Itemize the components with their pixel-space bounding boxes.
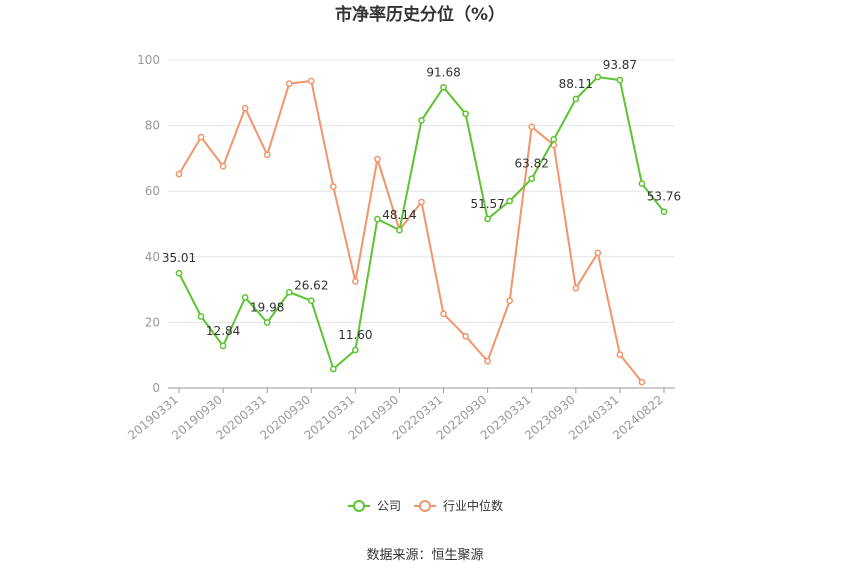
data-point bbox=[462, 332, 469, 340]
data-point bbox=[572, 95, 580, 103]
data-point bbox=[285, 288, 293, 296]
data-labels: 35.01 12.84 19.98 26.62 11.60 48.14 91.68 51.57… bbox=[162, 58, 681, 342]
data-point bbox=[616, 351, 624, 358]
data-point bbox=[263, 151, 271, 159]
data-point bbox=[440, 310, 447, 318]
legend-marker-industry-median bbox=[419, 500, 431, 512]
legend-item-company[interactable]: 公司 bbox=[348, 499, 401, 513]
data-point bbox=[418, 117, 425, 124]
legend: 公司 行业中位数 bbox=[348, 498, 503, 513]
data-point bbox=[374, 215, 381, 223]
series-company bbox=[175, 73, 668, 373]
data-point bbox=[528, 175, 536, 183]
data-point bbox=[307, 77, 315, 85]
data-point bbox=[175, 269, 183, 277]
data-point bbox=[484, 357, 491, 365]
data-point bbox=[219, 162, 227, 170]
data-point bbox=[506, 197, 514, 205]
data-point bbox=[352, 346, 359, 354]
data-point bbox=[418, 198, 425, 206]
data-point bbox=[352, 278, 359, 285]
data-label: 53.76 bbox=[647, 190, 681, 204]
data-point bbox=[506, 297, 514, 305]
legend-label-industry-median: 行业中位数 bbox=[443, 498, 503, 513]
data-point bbox=[197, 313, 205, 320]
y-tick-label: 60 bbox=[145, 184, 160, 198]
data-point bbox=[660, 208, 668, 216]
data-point bbox=[285, 80, 293, 87]
data-point bbox=[197, 133, 205, 141]
y-tick-label: 0 bbox=[152, 381, 160, 395]
source-note: 数据来源：恒生聚源 bbox=[366, 548, 483, 563]
data-point bbox=[440, 83, 447, 91]
y-tick-label: 100 bbox=[137, 53, 160, 67]
data-label: 91.68 bbox=[426, 65, 460, 79]
y-tick-label: 80 bbox=[145, 119, 160, 133]
data-label: 51.57 bbox=[470, 197, 504, 211]
data-label: 93.87 bbox=[603, 58, 637, 72]
data-label: 35.01 bbox=[162, 251, 196, 265]
series-layer bbox=[175, 73, 668, 386]
data-label: 63.82 bbox=[515, 157, 549, 171]
data-point bbox=[484, 215, 491, 223]
legend-marker-company bbox=[353, 500, 365, 512]
data-point bbox=[528, 123, 536, 131]
x-axis: 2019033120190930202003312020093020210331… bbox=[125, 387, 675, 443]
series-line bbox=[178, 80, 643, 383]
data-point bbox=[550, 136, 558, 143]
data-point bbox=[616, 76, 624, 84]
data-point bbox=[594, 73, 602, 81]
data-point bbox=[594, 249, 602, 257]
data-label: 11.60 bbox=[338, 328, 372, 342]
data-point bbox=[219, 342, 227, 350]
data-point bbox=[241, 294, 249, 301]
data-point bbox=[572, 284, 580, 292]
series-industry-median bbox=[175, 77, 646, 386]
data-point bbox=[374, 155, 381, 163]
legend-item-industry-median[interactable]: 行业中位数 bbox=[414, 498, 503, 513]
data-point bbox=[307, 297, 315, 305]
y-tick-label: 40 bbox=[145, 250, 160, 264]
data-point bbox=[396, 226, 403, 234]
y-tick-label: 20 bbox=[145, 315, 160, 329]
legend-label-company: 公司 bbox=[377, 499, 401, 513]
data-point bbox=[263, 319, 271, 326]
data-point bbox=[638, 378, 646, 386]
chart-title: 市净率历史分位（%） bbox=[335, 4, 505, 25]
data-point bbox=[329, 365, 337, 373]
data-label: 48.14 bbox=[382, 208, 416, 222]
data-point bbox=[638, 180, 646, 188]
data-point bbox=[329, 183, 337, 190]
data-point bbox=[241, 104, 249, 112]
data-point bbox=[462, 110, 469, 118]
data-label: 26.62 bbox=[294, 279, 328, 293]
data-label: 19.98 bbox=[250, 300, 284, 314]
gridlines bbox=[168, 59, 675, 323]
y-axis-ticks: 0 20 40 60 80 100 bbox=[137, 53, 160, 395]
data-label: 88.11 bbox=[559, 77, 593, 91]
data-label: 12.84 bbox=[206, 324, 240, 338]
data-point bbox=[175, 170, 183, 178]
